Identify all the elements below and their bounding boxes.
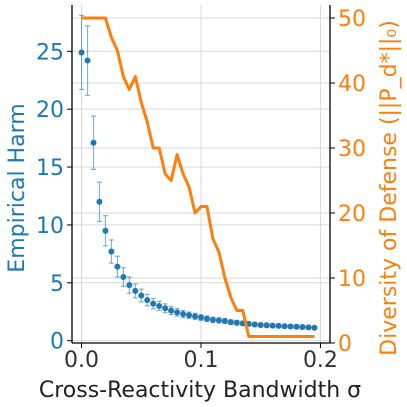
left-tick-label: 15 [36,156,64,181]
harm-points [78,49,318,331]
x-tick-label: 0.1 [184,348,219,373]
right-tick-label: 0 [338,332,352,357]
harm-point [180,311,187,318]
left-tick-label: 0 [50,330,64,355]
harm-point [305,324,312,331]
right-tick-label: 10 [338,267,366,292]
harm-point [203,315,210,322]
harm-point [168,307,175,314]
harm-point [144,297,151,304]
grid-lines [72,5,330,344]
harm-point [221,318,228,325]
harm-point [84,57,91,64]
right-tick-label: 30 [338,137,366,162]
harm-point [198,314,204,321]
right-tick-label: 50 [338,7,366,32]
harm-point [78,49,85,56]
y-axis-label-left: Empirical Harm [5,103,30,272]
harm-point [287,323,294,330]
left-tick-label: 10 [36,214,64,239]
left-tick-label: 20 [36,98,64,123]
right-tick-label: 40 [338,72,366,97]
harm-point [90,139,97,146]
harm-point [132,287,139,294]
harm-point [114,263,121,270]
harm-point [311,324,318,331]
harm-point [138,292,145,299]
harm-point [293,323,300,330]
harm-point [126,282,133,289]
harm-point [233,319,240,326]
x-axis-label: Cross-Reactivity Bandwidth σ [39,378,361,403]
left-tick-label: 5 [50,272,64,297]
harm-point [215,317,222,324]
left-tick-label: 25 [36,40,64,65]
harm-point [275,322,282,329]
harm-point [150,300,157,307]
diversity-line [81,16,315,338]
harm-point [120,274,127,281]
harm-point [269,322,276,329]
harm-point [156,302,163,309]
harm-point [257,322,264,329]
tick-labels: 0 5 10 15 20 25 0 10 20 30 40 50 0.0 0.1 0.2 [36,7,366,373]
x-tick-label: 0.0 [64,348,99,373]
harm-point [192,313,199,320]
x-tick-label: 0.2 [303,348,338,373]
right-tick-label: 20 [338,202,366,227]
harm-point [299,324,306,331]
harm-point [281,323,288,330]
harm-point [209,316,216,323]
harm-point [186,312,193,319]
harm-point [263,322,270,329]
harm-point [108,248,115,255]
harm-point [162,305,169,312]
harm-point [102,227,109,234]
harm-point [251,321,258,328]
harm-point [174,309,181,316]
harm-error-bars [79,14,317,330]
harm-point [96,198,103,205]
harm-point [227,319,234,326]
diversity-line-group [81,16,315,338]
y-axis-label-right: Diversity of Defense (||P_d*||₀) [377,20,402,356]
